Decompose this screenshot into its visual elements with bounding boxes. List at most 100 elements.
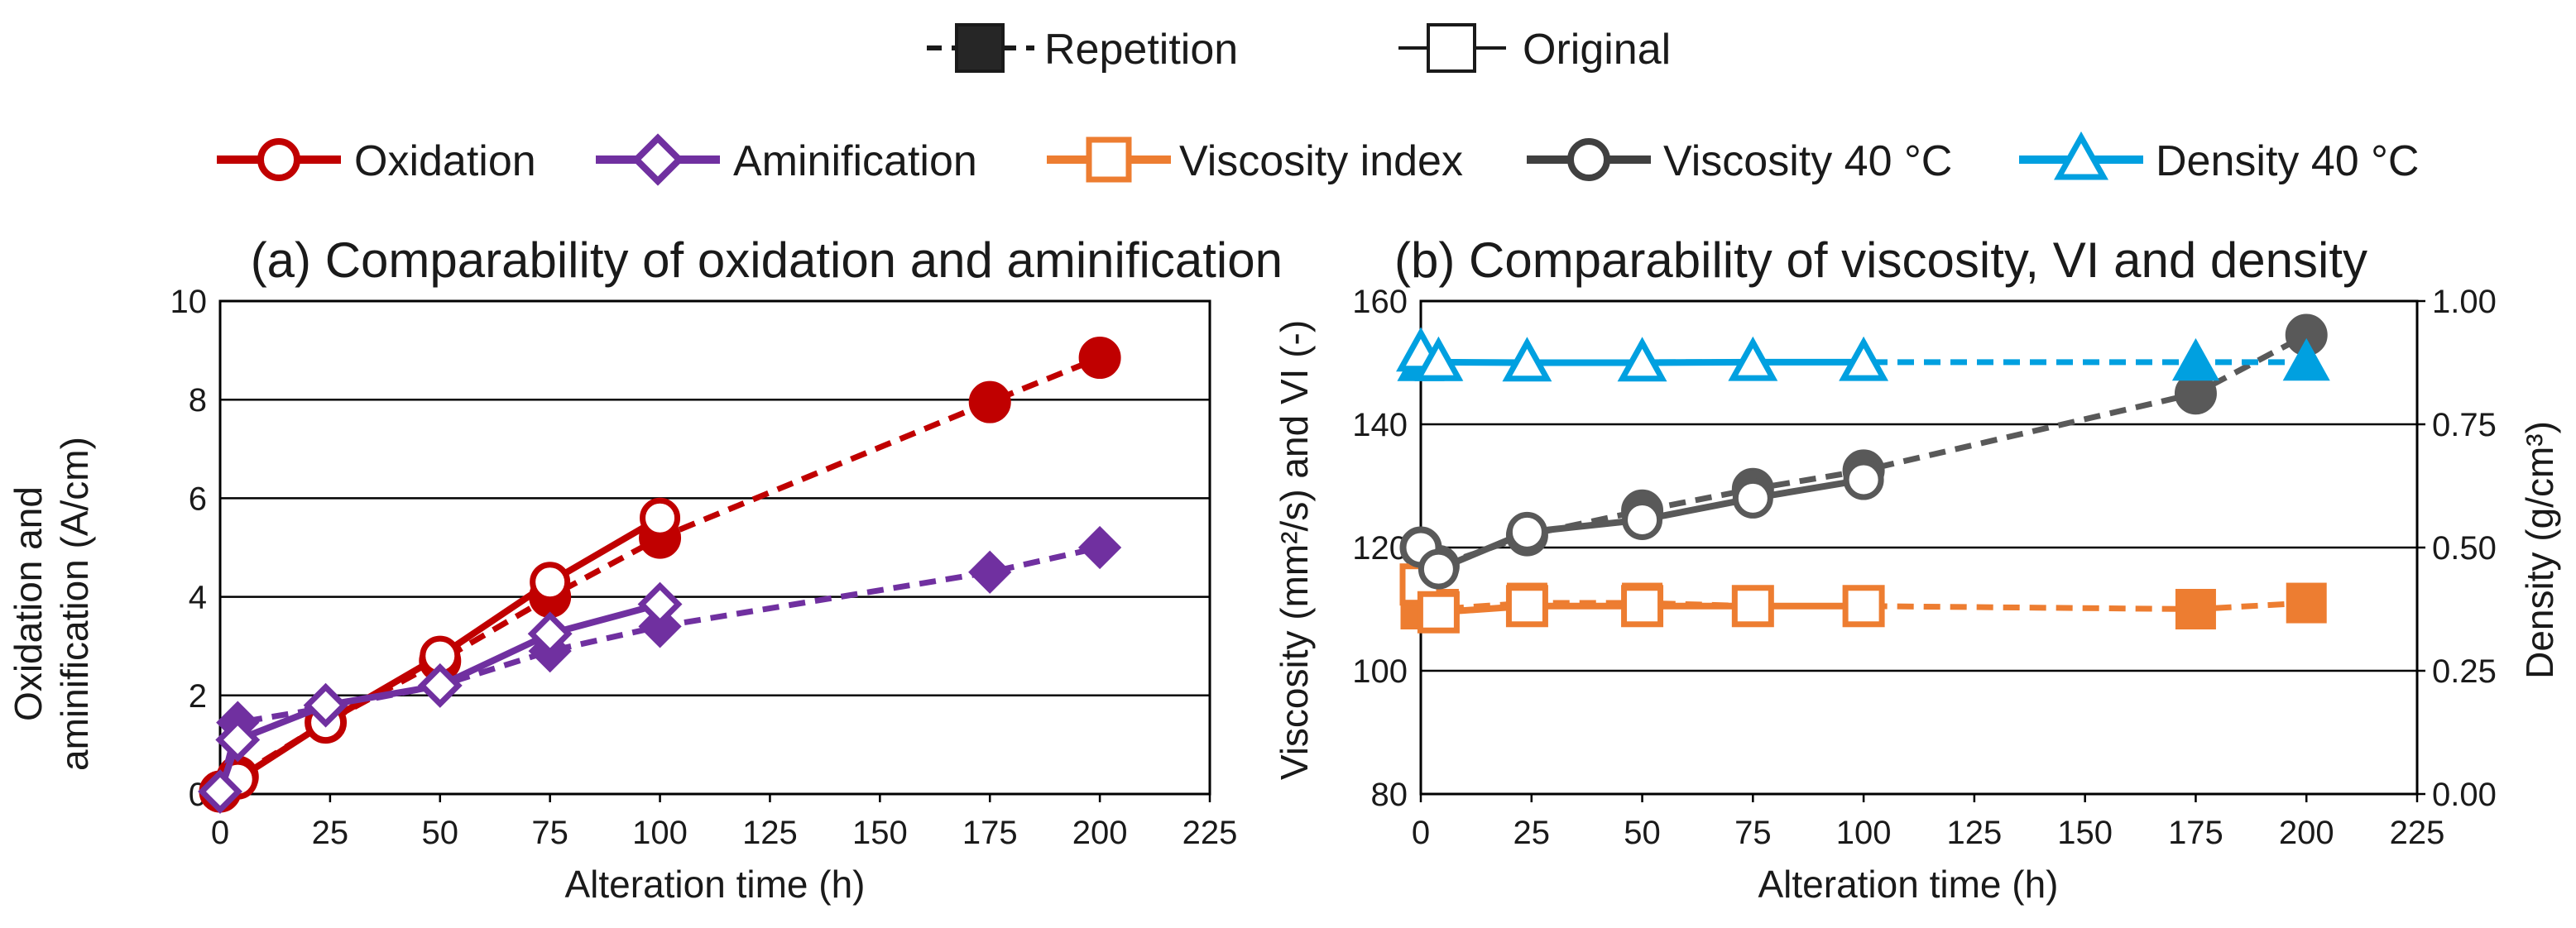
panel-b-ytick-140: 140 [1352,407,1408,443]
panel-b-xtick-25: 25 [1513,815,1551,851]
legend-viscosity: Viscosity 40 °C [1527,137,1952,185]
panel-b-ytick-right-2: 0.50 [2432,530,2497,567]
panel-b-series-density-40-c-original-point-3 [1617,337,1667,382]
panel-a-ytick-2: 2 [189,678,207,715]
panel-a-series-aminification-original-point-0 [198,769,242,814]
panel-a-ylabel: Oxidation and aminification (A/cm) [7,437,96,771]
panel-a-xlabel: Alteration time (h) [564,863,865,906]
panel-b-ytick-100: 100 [1352,653,1408,690]
legend-viscosity-index: Viscosity index [1047,136,1463,185]
panel-a-series-aminification-original [198,581,683,814]
legend-density-label: Density 40 °C [2156,137,2419,185]
legend-aminification-label: Aminification [733,137,977,185]
panel-b-series-density-40-c-repetition-point-7 [2282,337,2330,381]
panel-b-ytick-120: 120 [1352,530,1408,567]
panel-a-series-oxidation-original-point-5 [640,497,681,538]
legend-repetition-label: Repetition [1044,26,1238,74]
panel-a-xtick-0: 0 [211,815,229,851]
panel-a: (a) Comparability of oxidation and amini… [7,232,1283,906]
panel-b-series-viscosity-index-original-point-5 [1842,585,1885,628]
panel-b-ytick-right-3: 0.75 [2432,407,2497,443]
panel-b-series-viscosity-index-repetition-point-6 [2175,589,2216,629]
panel-a-xtick-175: 175 [962,815,1018,851]
panel-a-plot-frame [218,299,1211,796]
panel-a-xtick-125: 125 [742,815,798,851]
panel-a-series-oxidation-original [199,497,681,812]
style-legend: Repetition Original [927,23,1671,74]
panel-b-series-density-40-c-original [1396,327,1889,382]
panel-b-xtick-150: 150 [2057,815,2113,851]
legend-viscosity-label: Viscosity 40 °C [1663,137,1952,185]
panel-a-series-aminification-original-point-5 [637,581,683,627]
panel-a-xtick-25: 25 [312,815,349,851]
panel-b-ytick-80: 80 [1371,777,1408,813]
panel-a-xtick-100: 100 [632,815,688,851]
legend-aminification: Aminification [596,133,977,186]
panel-a-series-oxidation-repetition-point-7 [1078,337,1121,380]
legend-vi-label: Viscosity index [1179,137,1463,185]
panel-b-series-density-40-c-repetition-point-6 [2171,337,2219,381]
panel-b-series-viscosity-index-original-point-3 [1621,585,1664,628]
panel-a-series-aminification-original-point-1 [215,717,261,763]
legend-density-marker [2054,131,2108,180]
panel-a-series-aminification-original-point-2 [303,682,348,728]
legend-repetition: Repetition [927,23,1238,74]
panel-a-xtick-50: 50 [422,815,459,851]
panel-b-series-viscosity-index-original-point-1 [1417,591,1460,634]
legend-oxidation-marker [257,138,300,181]
panel-a-series-aminification-repetition-point-7 [1077,525,1122,570]
panel-a-ylabel-line1: Oxidation and [7,486,50,721]
panel-a-ytick-10: 10 [170,284,208,320]
legend-vi-marker [1086,136,1132,183]
panel-b: (b) Comparability of viscosity, VI and d… [1273,232,2561,906]
panel-b-series-density-40-c-original-point-4 [1728,336,1778,381]
panel-a-series-aminification-original-point-3 [417,663,463,708]
panel-a-series-aminification-repetition [198,525,1122,814]
panel-a-series-oxidation-repetition-line [218,355,1101,794]
panel-a-ylabel-line2: aminification (A/cm) [53,437,96,771]
panel-b-xtick-225: 225 [2390,815,2445,851]
panel-b-xtick-50: 50 [1624,815,1661,851]
panel-a-ytick-8: 8 [189,382,207,419]
panel-b-xtick-200: 200 [2279,815,2334,851]
panel-b-series-viscosity-index-repetition-point-7 [2286,582,2327,624]
series-legend: Oxidation Aminification Viscosity index … [217,131,2419,186]
panel-b-xtick-175: 175 [2168,815,2223,851]
panel-b-series-viscosity-40-c-original-point-2 [1506,511,1547,552]
panel-b-series-viscosity-index-original-point-2 [1505,585,1548,628]
panel-b-title: (b) Comparability of viscosity, VI and d… [1394,232,2367,288]
panel-a-xtick-150: 150 [852,815,908,851]
panel-b-series-viscosity-40-c-original-point-4 [1732,477,1773,519]
panel-b-ytick-right-0: 0.00 [2432,777,2497,813]
panel-b-series-viscosity-40-c-original-point-5 [1843,459,1884,500]
panel-a-series-aminification-original-point-4 [527,611,573,657]
panel-a-xtick-75: 75 [531,815,568,851]
legend-aminification-marker [631,133,684,186]
legend-oxidation: Oxidation [217,137,536,185]
legend-original-label: Original [1523,26,1671,74]
panel-a-ytick-4: 4 [189,580,207,616]
panel-b-series-viscosity-40-c-original-point-1 [1418,548,1459,590]
panel-b-series-density-40-c-original-point-1 [1413,336,1464,381]
panel-b-ytick-right-4: 1.00 [2432,284,2497,320]
panel-b-series-density-40-c-original-point-5 [1839,336,1889,381]
panel-b-xtick-0: 0 [1412,815,1430,851]
panel-b-ytick-right-1: 0.25 [2432,653,2497,690]
panel-a-xtick-200: 200 [1072,815,1128,851]
panel-b-ytick-160: 160 [1352,284,1408,320]
panel-b-ylabel-right: Density (g/cm³) [2518,421,2561,679]
panel-b-xlabel: Alteration time (h) [1758,863,2058,906]
legend-viscosity-marker [1567,138,1610,181]
panel-b-xtick-125: 125 [1947,815,2003,851]
panel-a-series-oxidation-original-point-4 [530,562,571,603]
panel-b-series-viscosity-40-c-original-point-3 [1622,499,1663,540]
panel-b-series-viscosity-index-original-point-4 [1731,585,1774,628]
panel-a-series-oxidation-repetition-point-6 [968,380,1011,423]
legend-oxidation-label: Oxidation [354,137,536,185]
panel-b-ylabel-left: Viscosity (mm²/s) and VI (-) [1273,320,1316,780]
panel-a-ytick-6: 6 [189,481,207,517]
legend-original: Original [1398,23,1671,74]
panel-a-series-aminification-repetition-point-6 [968,550,1012,594]
